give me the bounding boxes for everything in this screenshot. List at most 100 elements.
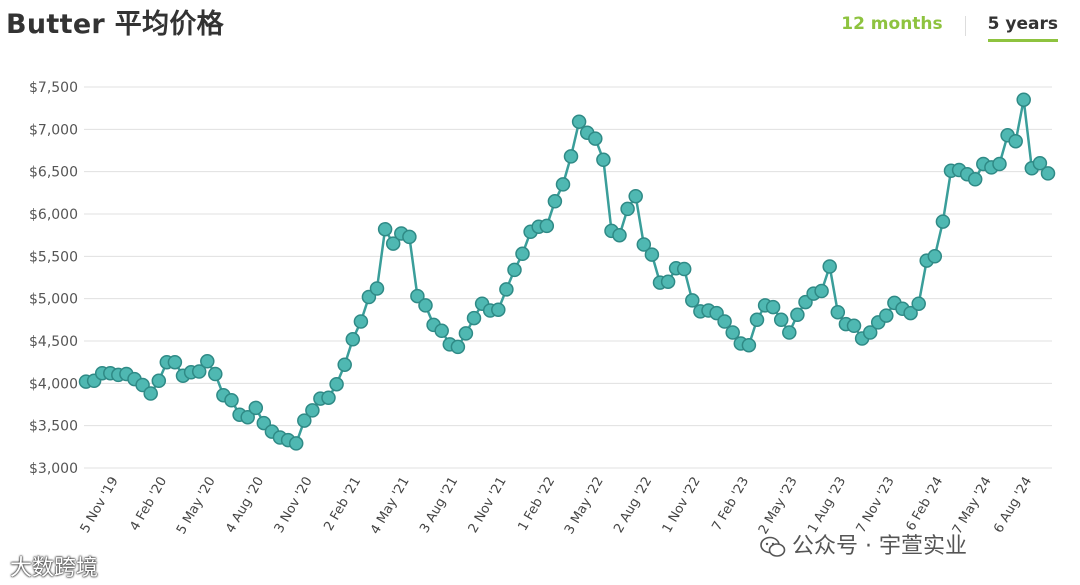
y-tick-label: $5,000 — [29, 292, 78, 308]
x-tick-label: 1 Nov '22 — [660, 475, 704, 536]
data-point[interactable] — [660, 274, 676, 289]
data-point[interactable] — [782, 325, 797, 340]
data-point[interactable] — [927, 249, 943, 264]
data-point[interactable] — [450, 339, 466, 355]
chart-header: Butter 平均价格 12 months 5 years — [0, 0, 1080, 60]
data-point[interactable] — [741, 337, 757, 353]
data-point[interactable] — [297, 413, 312, 428]
data-point[interactable] — [1040, 166, 1056, 181]
data-point[interactable] — [369, 281, 385, 296]
data-point[interactable] — [685, 293, 700, 308]
data-point[interactable] — [967, 172, 983, 187]
data-point[interactable] — [167, 354, 183, 370]
data-point[interactable] — [539, 218, 555, 234]
data-point[interactable] — [337, 357, 352, 372]
data-point[interactable] — [547, 194, 563, 209]
data-point[interactable] — [305, 403, 320, 418]
data-point[interactable] — [200, 354, 215, 369]
x-tick-label: 7 Feb '23 — [709, 475, 752, 534]
data-point[interactable] — [402, 229, 417, 245]
data-point[interactable] — [240, 409, 255, 425]
x-tick-label: 4 Feb '20 — [127, 475, 170, 534]
y-tick-label: $4,500 — [29, 334, 78, 350]
data-point[interactable] — [555, 177, 571, 192]
x-tick-label: 1 Aug '23 — [805, 475, 849, 536]
data-point[interactable] — [620, 201, 635, 217]
data-point[interactable] — [499, 282, 514, 297]
data-point[interactable] — [846, 318, 862, 334]
y-tick-label: $3,500 — [29, 419, 78, 435]
data-point[interactable] — [248, 400, 264, 416]
data-point[interactable] — [822, 259, 837, 274]
data-point[interactable] — [636, 237, 652, 252]
watermark-right: 公众号 · 宇萱实业 — [760, 528, 967, 560]
data-point[interactable] — [288, 436, 304, 451]
data-point[interactable] — [773, 312, 789, 328]
data-point[interactable] — [725, 325, 740, 340]
tab-12-months[interactable]: 12 months — [841, 14, 943, 34]
range-tabs: 12 months 5 years — [841, 14, 1058, 42]
data-point[interactable] — [676, 261, 692, 277]
data-point[interactable] — [507, 262, 522, 278]
series-markers — [78, 92, 1056, 451]
data-point[interactable] — [345, 332, 361, 347]
data-point[interactable] — [571, 114, 587, 129]
data-point[interactable] — [458, 326, 474, 341]
data-point[interactable] — [208, 366, 223, 382]
x-tick-label: 2 Aug '22 — [611, 475, 655, 536]
data-point[interactable] — [466, 310, 482, 326]
data-point[interactable] — [1016, 92, 1031, 107]
data-point[interactable] — [644, 247, 660, 262]
data-point[interactable] — [1032, 155, 1048, 171]
data-point[interactable] — [377, 221, 393, 237]
data-point[interactable] — [151, 373, 167, 389]
data-point[interactable] — [143, 386, 158, 401]
data-point[interactable] — [992, 156, 1007, 172]
data-point[interactable] — [418, 298, 433, 313]
data-point[interactable] — [329, 376, 344, 392]
x-tick-label: 3 Nov '20 — [272, 475, 316, 536]
x-tick-label: 6 Aug '24 — [991, 475, 1035, 536]
data-point[interactable] — [385, 236, 401, 251]
watermark-left: 大数跨境 — [10, 550, 98, 582]
data-point[interactable] — [814, 283, 829, 299]
data-point[interactable] — [1008, 133, 1023, 149]
x-tick-label: 6 Feb '24 — [903, 475, 946, 534]
data-point[interactable] — [628, 188, 643, 204]
y-tick-label: $5,500 — [29, 249, 78, 265]
data-point[interactable] — [717, 314, 732, 329]
data-point[interactable] — [830, 304, 846, 320]
tab-divider — [964, 16, 966, 36]
data-point[interactable] — [911, 296, 926, 311]
x-tick-label: 3 May '22 — [562, 475, 607, 538]
data-point[interactable] — [903, 305, 918, 321]
tab-5-years[interactable]: 5 years — [987, 14, 1058, 42]
data-point[interactable] — [410, 288, 425, 304]
data-point[interactable] — [935, 214, 951, 229]
data-point[interactable] — [612, 227, 627, 243]
chart-title: Butter 平均价格 — [6, 9, 224, 40]
watermark-left-text: 大数跨境 — [10, 556, 99, 581]
data-point[interactable] — [515, 246, 530, 262]
data-point[interactable] — [790, 307, 805, 323]
x-tick-label: 1 Feb '22 — [515, 475, 558, 534]
x-tick-label: 5 May '20 — [174, 475, 219, 538]
data-point[interactable] — [765, 299, 781, 315]
y-tick-label: $3,000 — [29, 461, 78, 477]
data-point[interactable] — [491, 302, 506, 317]
data-point[interactable] — [321, 390, 336, 405]
data-point[interactable] — [563, 149, 579, 164]
data-point[interactable] — [224, 393, 239, 408]
y-tick-label: $7,000 — [29, 122, 78, 138]
x-tick-label: 4 May '21 — [368, 475, 413, 538]
data-point[interactable] — [353, 314, 369, 329]
data-point[interactable] — [879, 308, 894, 323]
data-point[interactable] — [191, 364, 207, 379]
data-point[interactable] — [596, 152, 611, 168]
x-tick-label: 7 Nov '23 — [854, 475, 898, 536]
data-point[interactable] — [588, 131, 603, 146]
data-point[interactable] — [749, 312, 765, 328]
data-point[interactable] — [434, 323, 449, 339]
data-point[interactable] — [862, 325, 878, 340]
